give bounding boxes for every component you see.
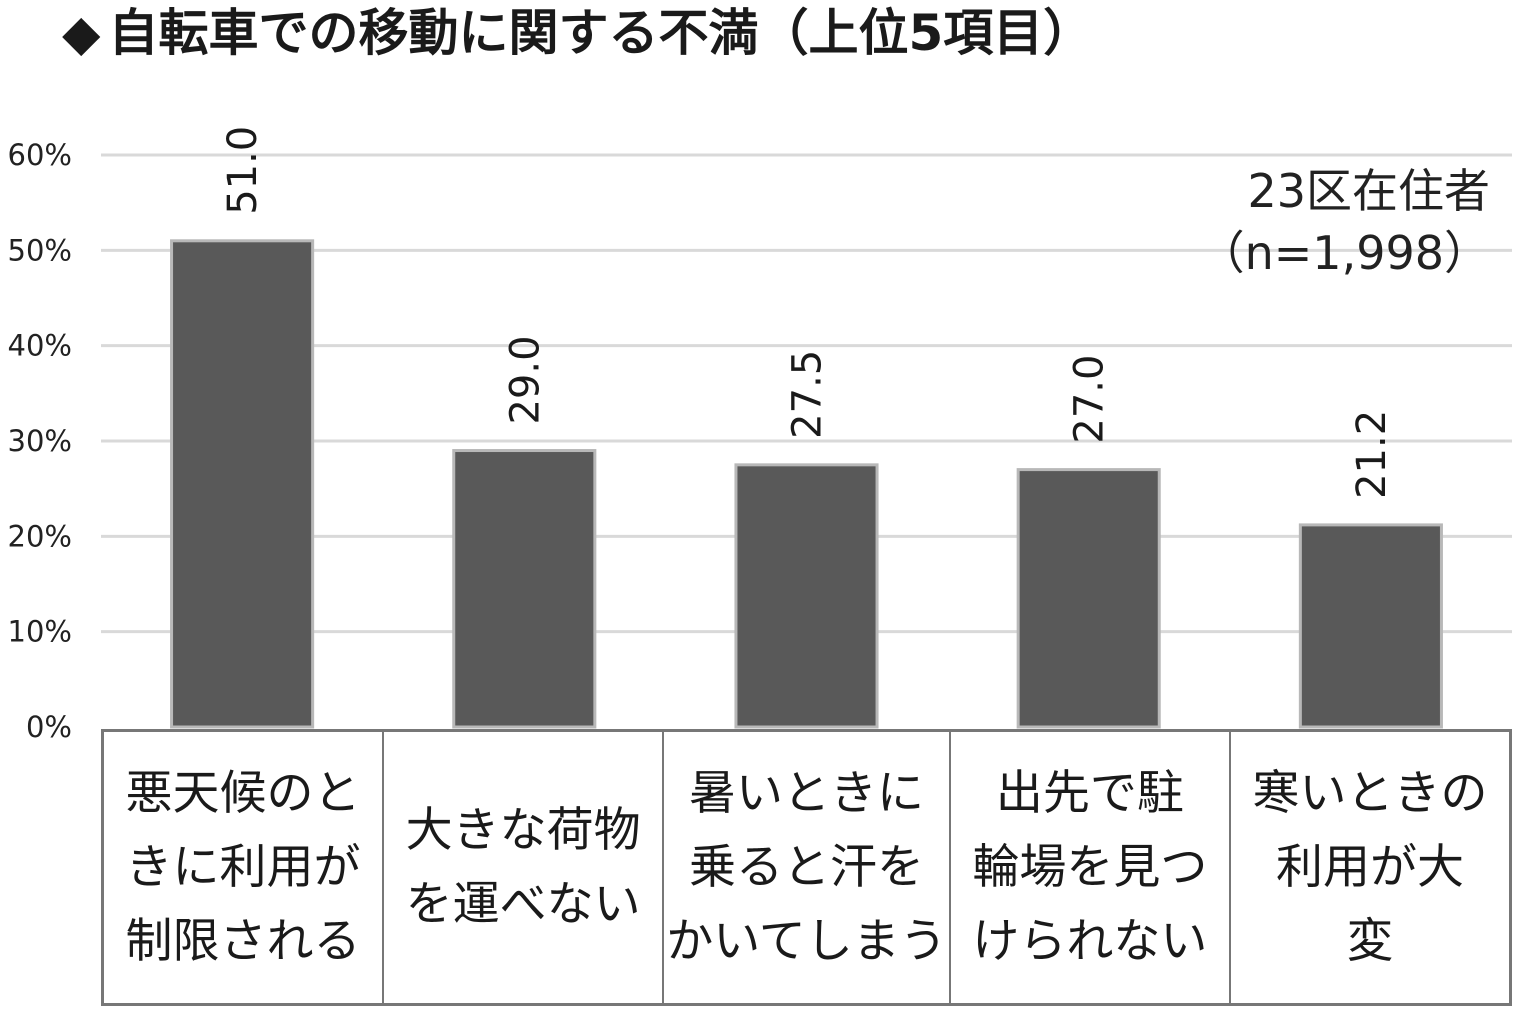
y-tick-label: 50% [8, 233, 72, 267]
category-label-line: 制限される [125, 913, 361, 969]
sample-note-line2: （n=1,998） [1198, 226, 1490, 280]
y-tick-label: 60% [8, 138, 72, 172]
y-tick-label: 10% [8, 615, 72, 649]
bar-value-label: 27.5 [785, 350, 831, 439]
y-tick-label: 20% [8, 519, 72, 553]
category-label: 暑いときに乗ると汗をかいてしまう [666, 757, 947, 979]
category-label-line: 大きな荷物 [405, 802, 641, 858]
category-label-line: きに利用が [125, 839, 361, 895]
category-label-line: 輪場を見つ [972, 839, 1208, 895]
chart-title-text: 自転車での移動に関する不満（上位5項目） [108, 4, 1094, 62]
category-cell: 大きな荷物を運べない [384, 732, 665, 1003]
category-table: 悪天候のときに利用が制限される 大きな荷物を運べない 暑いときに乗ると汗をかいてしま… [101, 729, 1512, 1006]
y-tick-label: 40% [8, 329, 72, 363]
category-label-line: 変 [1346, 913, 1394, 969]
category-label: 出先で駐輪場を見つけられない [972, 757, 1207, 979]
category-label-line: かいてしまう [666, 913, 947, 969]
bar [452, 449, 597, 729]
category-label-line: けられない [972, 913, 1208, 969]
y-tick-label: 0% [26, 710, 72, 744]
bar [170, 239, 315, 729]
sample-note: 23区在住者 （n=1,998） [1199, 160, 1490, 284]
y-tick-label: 30% [8, 424, 72, 458]
category-label: 悪天候のときに利用が制限される [126, 757, 361, 979]
category-label-line: 出先で駐 [995, 765, 1184, 821]
category-label-line: 乗ると汗を [689, 839, 925, 895]
bar [734, 463, 879, 729]
sample-note-line1: 23区在住者 [1247, 164, 1490, 218]
bar [1298, 523, 1443, 729]
bar [1016, 468, 1161, 729]
bar-value-label: 29.0 [502, 335, 548, 424]
bar-value-label: 21.2 [1349, 410, 1395, 499]
category-cell: 寒いときの利用が大変 [1231, 732, 1509, 1003]
category-cell: 悪天候のときに利用が制限される [104, 732, 385, 1003]
bar-value-label: 27.0 [1067, 355, 1113, 444]
category-label-line: 暑いときに [689, 765, 925, 821]
category-label: 大きな荷物を運べない [406, 794, 641, 942]
diamond-marker: ◆ [62, 4, 101, 62]
chart-title: ◆ 自転車での移動に関する不満（上位5項目） [62, 0, 1093, 66]
category-label-line: 悪天候のと [125, 765, 361, 821]
bar-value-label: 51.0 [220, 126, 266, 215]
category-cell: 暑いときに乗ると汗をかいてしまう [664, 732, 951, 1003]
category-label: 寒いときの利用が大変 [1252, 757, 1487, 979]
category-cell: 出先で駐輪場を見つけられない [951, 732, 1231, 1003]
category-label-line: 利用が大 [1275, 839, 1464, 895]
category-label-line: 寒いときの [1252, 765, 1488, 821]
category-label-line: を運べない [405, 876, 641, 932]
